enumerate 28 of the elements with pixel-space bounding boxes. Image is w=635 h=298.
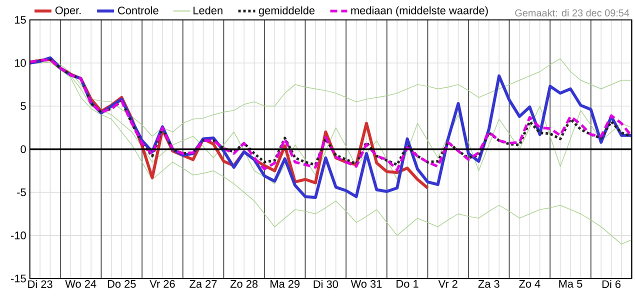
x-tick-label: Di 6 [602, 280, 621, 288]
x-tick-label: Wo 24 [65, 280, 96, 288]
x-tick-label: Vr 26 [150, 280, 175, 288]
y-tick-label: 0 [20, 145, 26, 153]
x-tick-label: Ma 5 [559, 280, 582, 288]
y-tick-label: 10 [15, 58, 26, 67]
x-tick-label: Za 27 [190, 280, 217, 288]
x-tick-label: Ma 29 [270, 280, 300, 288]
legend-label: Leden [194, 6, 222, 14]
y-tick-label: -15 [11, 274, 26, 282]
y-tick-label: 15 [15, 16, 26, 24]
x-tick-label: Di 23 [28, 280, 52, 288]
y-tick-label: -5 [17, 188, 26, 196]
x-tick-label: Vr 2 [438, 280, 458, 288]
x-tick-label: Zo 4 [519, 280, 540, 288]
x-tick-label: Di 30 [314, 280, 338, 288]
x-tick-label: Wo 31 [350, 280, 382, 288]
legend-label: mediaan (middelste waarde) [351, 6, 488, 16]
x-tick-label: Za 3 [478, 280, 500, 288]
text: Gemaakt: di 23 dec 09:54 [515, 8, 630, 16]
y-tick-label: 5 [20, 102, 26, 110]
legend-label: Oper. [55, 6, 81, 16]
y-tick-label: -10 [11, 231, 26, 240]
x-tick-label: Do 25 [108, 280, 136, 288]
x-tick-label: Zo 28 [230, 280, 258, 288]
legend-label: gemiddelde [258, 6, 315, 16]
x-tick-label: Do 1 [396, 280, 418, 288]
legend-label: Controle [118, 6, 158, 14]
